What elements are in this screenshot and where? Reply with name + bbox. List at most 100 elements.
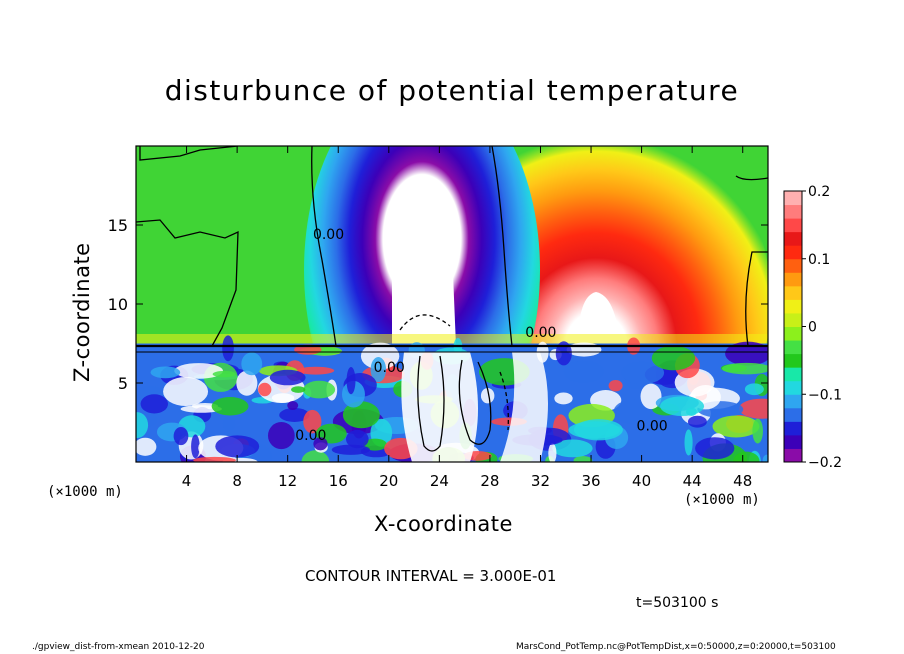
turbulence-blob	[297, 366, 335, 375]
contour-interval: CONTOUR INTERVAL = 3.000E-01	[305, 567, 557, 585]
turbulence-blob	[687, 415, 707, 428]
x-tick-label: 8	[232, 472, 242, 490]
turbulence-blob	[744, 383, 764, 396]
contour-line	[491, 146, 513, 347]
downdraft-column	[401, 352, 478, 462]
contour-line	[458, 359, 492, 445]
contour-label: 0.00	[525, 325, 556, 341]
turbulence-blob	[291, 386, 306, 393]
turbulence-blob	[360, 342, 400, 370]
colorbar-segment	[784, 231, 802, 246]
colorbar-segment	[784, 434, 802, 449]
turbulent-layer	[136, 335, 768, 462]
colorbar-segment	[784, 407, 802, 422]
colorbar-segment	[784, 204, 802, 219]
turbulence-blob	[222, 335, 234, 362]
x-tick-label: 4	[182, 472, 192, 490]
turbulence-blob	[222, 416, 236, 431]
turbulence-blob	[573, 455, 593, 462]
contour-label: 0.00	[295, 428, 326, 444]
x-axis: 4 8 12 16 20 24 28 32 36 40 44 48	[182, 146, 752, 490]
heatmap-field: 0.00 0.00 0.00 0.00 0.00	[136, 146, 768, 462]
turbulence-blob	[480, 388, 495, 404]
turbulence-blob	[370, 356, 387, 383]
time-stamp: t=503100 s	[636, 595, 719, 611]
y-tick-label: 10	[108, 295, 128, 314]
x-tick-label: 20	[379, 472, 398, 490]
turbulence-blob	[752, 418, 763, 444]
turbulence-blob	[211, 397, 249, 416]
colorbar-segment	[784, 272, 802, 287]
colorbar-segment	[784, 312, 802, 327]
turbulence-blob	[554, 392, 573, 405]
turbulence-blob	[613, 399, 653, 425]
turbulence-blob	[566, 342, 602, 357]
cold-core-white	[392, 216, 456, 346]
colorbar-segment	[784, 394, 802, 409]
turbulence-blob	[269, 369, 306, 386]
x-tick-label: 40	[632, 472, 651, 490]
turbulence-blob	[608, 379, 623, 392]
y-tick-label: 5	[118, 374, 128, 393]
footer-left-note: ./gpview_dist-from-xmean 2010-12-20	[32, 642, 205, 652]
colorbar-segment	[784, 448, 802, 463]
turbulence-blob	[193, 456, 237, 462]
turbulence-blob	[191, 434, 200, 459]
x-tick-label: 24	[430, 472, 449, 490]
turbulence-blob	[301, 450, 330, 462]
turbulence-blob	[563, 360, 605, 384]
turbulence-blob	[363, 438, 387, 451]
turbulence-blob	[279, 408, 310, 422]
contour-label: 0.00	[313, 227, 344, 243]
turbulence-blob	[684, 429, 693, 456]
colorbar-segment	[784, 421, 802, 436]
turbulence-blob	[552, 439, 593, 458]
x-tick-label: 28	[480, 472, 499, 490]
contour-label: 0.00	[637, 418, 668, 434]
turbulence-blob	[267, 422, 295, 450]
contour-line	[399, 314, 451, 331]
y-axis-label: Z-coordinate	[70, 242, 94, 382]
turbulence-blob	[660, 396, 705, 416]
turbulence-blob	[342, 401, 380, 429]
turbulence-blob	[287, 401, 299, 411]
colorbar-segment	[784, 258, 802, 273]
contour-label-layer: 0.00 0.00 0.00 0.00 0.00	[295, 227, 667, 444]
colorbar-segment	[784, 245, 802, 260]
colorbar-tick-label: 0.2	[808, 184, 830, 200]
turbulence-blob	[174, 363, 223, 379]
colorbar-segment	[784, 299, 802, 314]
contour-line	[735, 175, 768, 347]
x-unit-left: (×1000 m)	[47, 484, 123, 500]
x-tick-label: 36	[581, 472, 600, 490]
contour-line	[139, 146, 239, 161]
turbulence-blob	[568, 421, 621, 439]
turbulence-blob	[180, 405, 222, 413]
turbulence-blob	[258, 382, 272, 397]
colorbar-segment	[784, 191, 802, 206]
x-tick-label: 32	[531, 472, 550, 490]
contour-label: 0.00	[374, 360, 405, 376]
turbulence-blob	[695, 437, 735, 460]
colorbar-segment	[784, 326, 802, 341]
colorbar-tick-label: −0.1	[808, 387, 842, 403]
turbulence-blob	[241, 352, 263, 376]
turbulence-blob	[150, 366, 181, 379]
chart-title: disturbunce of potential temperature	[164, 74, 740, 107]
turbulence-blob	[136, 437, 157, 456]
turbulence-blob	[762, 454, 768, 462]
turbulence-blob	[212, 370, 236, 378]
turbulence-blob	[733, 451, 760, 462]
turbulence-blob	[346, 366, 356, 395]
contour-line	[499, 371, 509, 431]
colorbar: 0.2 0.1 0 −0.1 −0.2	[783, 184, 842, 471]
colorbar-segment	[784, 367, 802, 382]
warm-core-white	[578, 292, 620, 346]
colorbar-segment	[784, 340, 802, 355]
turbulence-blob	[346, 429, 369, 449]
x-tick-label: 16	[329, 472, 348, 490]
turbulence-blob	[738, 398, 768, 419]
colorbar-tick-label: 0	[808, 320, 817, 336]
turbulence-blob	[236, 370, 258, 396]
x-tick-label: 12	[278, 472, 297, 490]
